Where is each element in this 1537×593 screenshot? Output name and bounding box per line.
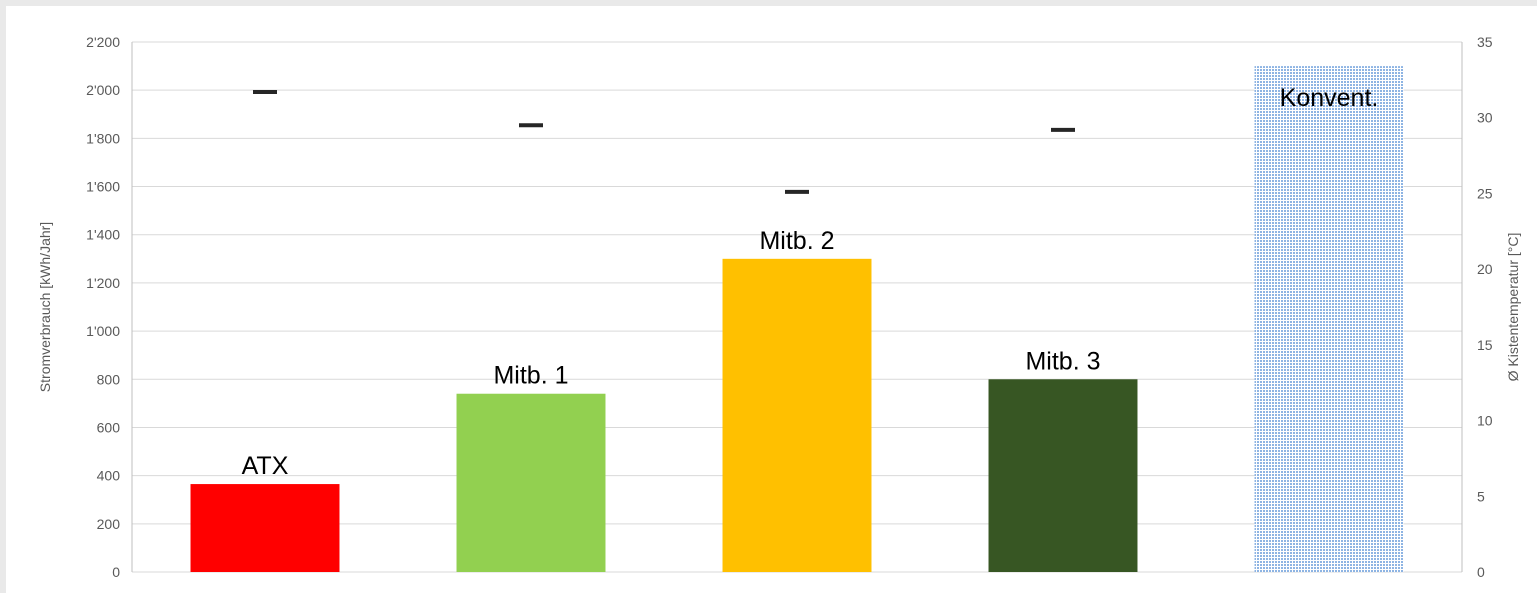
right-tick-label: 10 — [1477, 413, 1493, 429]
bar-konvent- — [1254, 66, 1404, 572]
bar-atx — [190, 484, 340, 572]
left-tick-label: 2'200 — [86, 34, 120, 50]
left-tick-label: 1'000 — [86, 323, 120, 339]
bar-labels: ATX Mitb. 1 Mitb. 2 Mitb. 3 Konvent. — [242, 84, 1379, 480]
left-tick-label: 1'800 — [86, 130, 120, 146]
left-axis-ticks: 0 200 400 600 800 1'000 1'200 1'400 1'600 1'800 2'… — [86, 34, 120, 580]
bar-label: ATX — [242, 452, 289, 480]
chart-container: 0 200 400 600 800 1'000 1'200 1'400 1'600 1'800 2'… — [6, 6, 1537, 593]
left-tick-label: 2'000 — [86, 82, 120, 98]
right-axis-ticks: 0 5 10 15 20 25 30 35 — [1477, 34, 1493, 580]
bar-mitb-1 — [456, 393, 606, 572]
right-axis-title: Ø Kistentemperatur [°C] — [1505, 233, 1521, 382]
bar-label: Konvent. — [1280, 84, 1379, 112]
right-tick-label: 5 — [1477, 488, 1485, 504]
right-tick-label: 15 — [1477, 337, 1493, 353]
right-tick-label: 0 — [1477, 564, 1485, 580]
left-tick-label: 400 — [97, 468, 121, 484]
temperature-markers — [253, 89, 1075, 194]
bars — [190, 66, 1404, 572]
bar-label: Mitb. 3 — [1025, 347, 1100, 375]
bar-mitb-3 — [988, 379, 1138, 572]
left-tick-label: 1'600 — [86, 179, 120, 195]
right-tick-label: 35 — [1477, 34, 1493, 50]
left-tick-label: 600 — [97, 419, 121, 435]
right-tick-label: 30 — [1477, 110, 1493, 126]
left-axis-title: Stromverbrauch [kWh/Jahr] — [37, 222, 53, 392]
bar-label: Mitb. 1 — [493, 362, 568, 390]
dual-axis-bar-chart: 02004006008001'0001'2001'4001'6001'8002'… — [37, 34, 1521, 580]
left-tick-label: 1'200 — [86, 275, 120, 291]
bar-label: Mitb. 2 — [759, 227, 834, 255]
left-tick-label: 1'400 — [86, 227, 120, 243]
bar-mitb-2 — [722, 258, 872, 572]
right-tick-label: 20 — [1477, 261, 1493, 277]
left-tick-label: 800 — [97, 371, 121, 387]
left-tick-label: 0 — [112, 564, 120, 580]
left-tick-label: 200 — [97, 516, 121, 532]
right-tick-label: 25 — [1477, 185, 1493, 201]
